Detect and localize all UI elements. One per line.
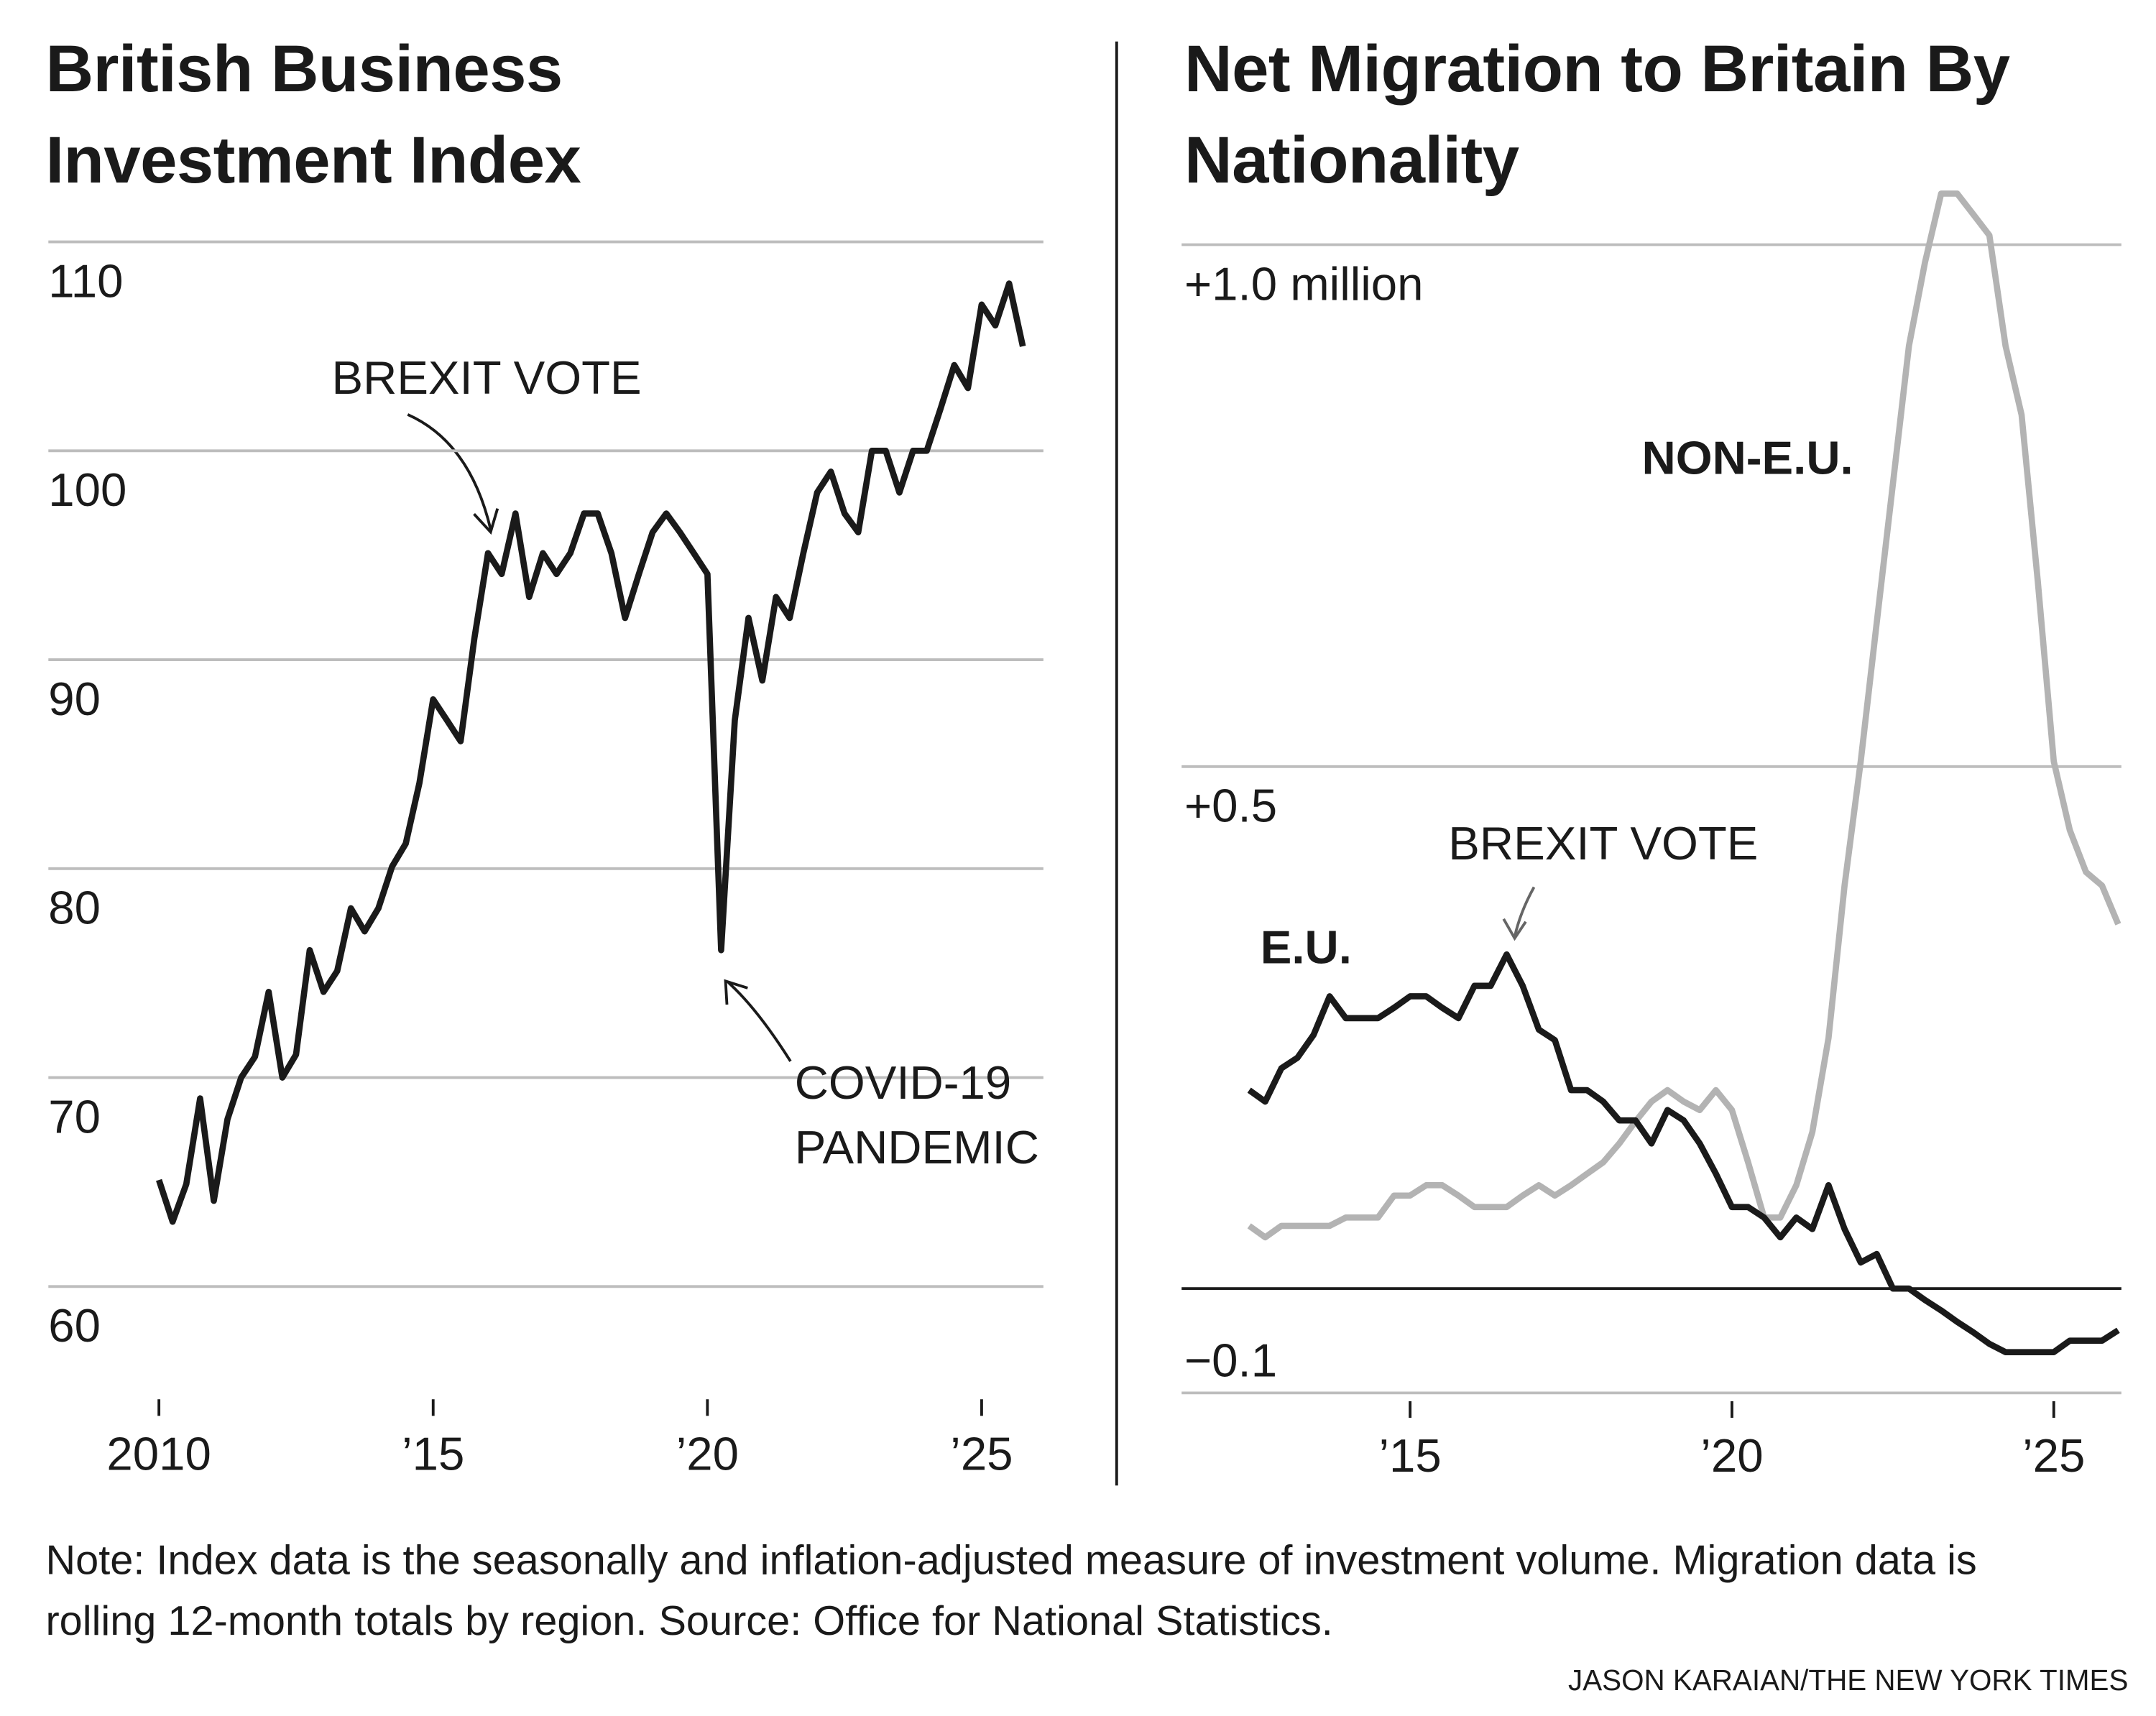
series-line xyxy=(1247,190,2122,1241)
y-tick-label: 110 xyxy=(48,254,123,307)
annotation: BREXIT VOTE xyxy=(332,351,642,404)
x-tick-label: ’20 xyxy=(676,1427,739,1480)
series-label: E.U. xyxy=(1261,921,1352,973)
annotation: COVID-19 xyxy=(795,1056,1012,1109)
arrow-head xyxy=(724,979,748,1005)
arrow xyxy=(407,413,492,530)
x-tick-label: ’25 xyxy=(2022,1429,2085,1482)
arrow-head xyxy=(473,508,499,535)
arrow xyxy=(727,981,792,1062)
arrow xyxy=(1513,886,1536,938)
data-line xyxy=(156,280,1026,1225)
x-tick-label: 2010 xyxy=(106,1427,211,1480)
series-line xyxy=(1247,951,2120,1355)
annotation: PANDEMIC xyxy=(795,1121,1039,1173)
y-tick-label: 60 xyxy=(48,1299,101,1352)
x-tick-label: ’15 xyxy=(1378,1429,1441,1482)
x-tick-label: ’15 xyxy=(402,1427,464,1480)
arrow-head xyxy=(1502,918,1527,941)
chart-title: Net Migration to Britain By Nationality xyxy=(1184,33,2010,198)
annotation: BREXIT VOTE xyxy=(1448,817,1758,869)
y-tick-label: 70 xyxy=(48,1090,101,1143)
y-tick-label: 100 xyxy=(48,463,126,516)
y-tick-label: −0.1 xyxy=(1184,1334,1277,1386)
series-label: NON-E.U. xyxy=(1642,432,1853,484)
x-tick-label: ’20 xyxy=(1700,1429,1763,1482)
credit: JASON KARAIAN/THE NEW YORK TIMES xyxy=(1568,1665,2129,1697)
y-tick-label: +1.0 million xyxy=(1184,257,1424,310)
note: Note: Index data is the seasonally and i… xyxy=(45,1538,1977,1645)
y-tick-label: 90 xyxy=(48,673,101,725)
y-tick-label: 80 xyxy=(48,882,101,934)
chart-title: British Business Investment Index xyxy=(45,33,581,198)
x-tick-label: ’25 xyxy=(950,1427,1013,1480)
y-tick-label: +0.5 xyxy=(1184,780,1277,832)
